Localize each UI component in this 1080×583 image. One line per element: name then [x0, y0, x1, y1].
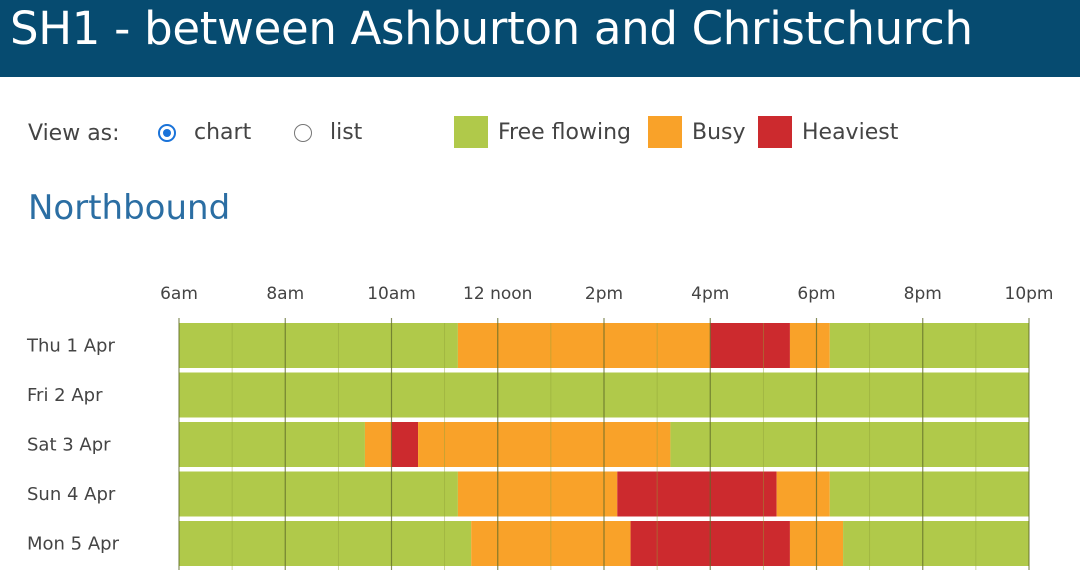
- x-tick-label: 4pm: [691, 284, 729, 304]
- x-tick-label: 10pm: [1005, 284, 1054, 304]
- traffic-segment: [457, 471, 618, 517]
- traffic-segment: [179, 323, 458, 368]
- traffic-segment: [829, 323, 1029, 368]
- traffic-segment: [179, 521, 472, 566]
- row-label: Fri 2 Apr: [27, 385, 103, 406]
- chart-radio[interactable]: [158, 123, 176, 142]
- traffic-segment: [179, 471, 458, 517]
- view-list-option[interactable]: list: [294, 120, 362, 145]
- traffic-segment: [789, 323, 830, 368]
- list-radio-label: list: [330, 120, 363, 145]
- chart-radio-label: chart: [194, 120, 252, 145]
- x-tick-label: 2pm: [585, 284, 623, 304]
- list-radio[interactable]: [294, 123, 312, 142]
- legend-label-busy: Busy: [692, 119, 746, 145]
- legend-label-heaviest: Heaviest: [802, 119, 899, 145]
- traffic-segment: [617, 471, 777, 517]
- view-as-label: View as:: [28, 121, 120, 146]
- traffic-chart: 6am 8am 10am 12 noon 2pm 4pm 6pm 8pm 10pm Thu 1 A…: [26, 284, 1054, 570]
- row-label: Sun 4 Apr: [27, 484, 116, 505]
- traffic-segment: [776, 471, 830, 517]
- view-chart-option[interactable]: chart: [158, 120, 251, 145]
- page-title: SH1 - between Ashburton and Christchurch: [10, 2, 973, 55]
- legend-free-flowing: Free flowing: [454, 116, 631, 148]
- traffic-segment: [179, 422, 365, 467]
- legend-swatch-heaviest: [758, 116, 792, 148]
- row-label: Sat 3 Apr: [27, 435, 111, 456]
- traffic-segment: [670, 422, 1029, 467]
- x-tick-label: 8am: [266, 284, 304, 304]
- x-tick-label: 6am: [160, 284, 198, 304]
- row-label: Mon 5 Apr: [27, 534, 120, 555]
- x-tick-label: 10am: [367, 284, 416, 304]
- traffic-segment: [457, 323, 711, 368]
- direction-heading: Northbound: [28, 188, 231, 228]
- row-label: Thu 1 Apr: [26, 336, 115, 357]
- page-header: SH1 - between Ashburton and Christchurch: [0, 0, 1080, 77]
- traffic-segment: [364, 422, 392, 467]
- legend-swatch-free-flowing: [454, 116, 488, 148]
- legend-busy: Busy: [648, 116, 746, 148]
- traffic-segment: [829, 471, 1029, 517]
- traffic-segment: [710, 323, 790, 368]
- traffic-segment: [391, 422, 419, 467]
- x-tick-label: 12 noon: [463, 284, 532, 304]
- traffic-segment: [418, 422, 671, 467]
- x-tick-label: 6pm: [797, 284, 835, 304]
- view-controls: View as: chart list Free flowing Busy He…: [28, 112, 1068, 152]
- traffic-segment: [843, 521, 1029, 566]
- x-tick-label: 8pm: [904, 284, 942, 304]
- legend-heaviest: Heaviest: [758, 116, 898, 148]
- legend-swatch-busy: [648, 116, 682, 148]
- legend-label-free-flowing: Free flowing: [498, 119, 632, 145]
